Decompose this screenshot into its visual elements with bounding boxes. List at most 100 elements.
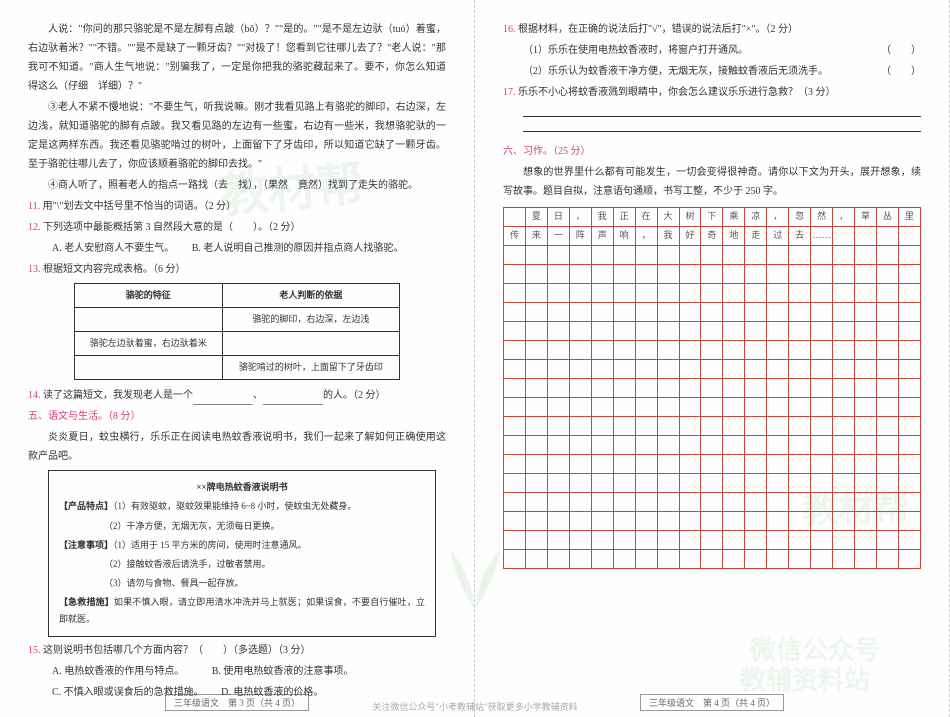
grid-cell[interactable] [811,474,833,493]
grid-cell[interactable] [569,246,591,265]
grid-cell[interactable] [504,322,526,341]
grid-cell[interactable]: 正 [613,208,635,227]
grid-cell[interactable] [613,436,635,455]
grid-cell[interactable] [679,265,701,284]
grid-cell[interactable] [657,398,679,417]
grid-cell[interactable] [701,284,723,303]
grid-cell[interactable] [657,265,679,284]
grid-cell[interactable] [811,246,833,265]
grid-cell[interactable] [811,398,833,417]
grid-cell[interactable] [525,436,547,455]
grid-cell[interactable] [767,455,789,474]
grid-cell[interactable] [767,474,789,493]
grid-cell[interactable] [547,284,569,303]
grid-cell[interactable] [504,208,526,227]
grid-cell[interactable] [525,284,547,303]
grid-cell[interactable] [723,550,745,569]
grid-cell[interactable] [723,341,745,360]
grid-cell[interactable] [613,550,635,569]
grid-cell[interactable] [855,227,877,246]
grid-cell[interactable] [635,398,657,417]
grid-cell[interactable] [657,455,679,474]
grid-cell[interactable] [723,265,745,284]
cell-r3c1[interactable] [74,356,222,380]
q15-opt-a[interactable]: A. 电热蚊香液的作用与特点。 [52,666,179,677]
grid-cell[interactable] [547,493,569,512]
grid-cell[interactable] [767,379,789,398]
q14-blank1[interactable] [193,395,253,405]
grid-cell[interactable] [701,322,723,341]
grid-cell[interactable] [745,531,767,550]
grid-cell[interactable] [811,493,833,512]
grid-cell[interactable] [679,550,701,569]
grid-cell[interactable] [745,246,767,265]
q15-opt-d[interactable]: D. 电热蚊香液的价格。 [221,687,323,698]
grid-cell[interactable] [789,246,811,265]
grid-cell[interactable] [504,550,526,569]
grid-cell[interactable] [679,341,701,360]
grid-cell[interactable] [855,360,877,379]
grid-cell[interactable] [701,512,723,531]
grid-cell[interactable] [898,474,920,493]
grid-cell[interactable] [569,341,591,360]
grid-cell[interactable] [833,360,855,379]
grid-cell[interactable] [525,379,547,398]
grid-cell[interactable] [789,417,811,436]
grid-cell[interactable] [547,436,569,455]
grid-cell[interactable] [569,474,591,493]
grid-cell[interactable] [569,455,591,474]
grid-cell[interactable] [504,398,526,417]
grid-cell[interactable] [591,436,613,455]
grid-cell[interactable] [723,474,745,493]
grid-cell[interactable] [613,417,635,436]
grid-cell[interactable] [613,265,635,284]
grid-cell[interactable] [833,531,855,550]
grid-cell[interactable] [789,398,811,417]
grid-cell[interactable] [525,246,547,265]
grid-cell[interactable] [745,398,767,417]
grid-cell[interactable] [833,227,855,246]
grid-cell[interactable] [898,322,920,341]
grid-cell[interactable] [811,265,833,284]
grid-cell[interactable] [504,512,526,531]
grid-cell[interactable]: 好 [679,227,701,246]
grid-cell[interactable] [876,265,898,284]
grid-cell[interactable] [547,455,569,474]
grid-cell[interactable] [591,493,613,512]
grid-cell[interactable] [745,436,767,455]
grid-cell[interactable] [591,531,613,550]
grid-cell[interactable] [635,322,657,341]
grid-cell[interactable]: …… [811,227,833,246]
grid-cell[interactable]: 我 [657,227,679,246]
grid-cell[interactable] [789,531,811,550]
grid-cell[interactable] [504,265,526,284]
grid-cell[interactable] [679,531,701,550]
grid-cell[interactable] [876,531,898,550]
grid-cell[interactable] [635,360,657,379]
grid-cell[interactable] [504,474,526,493]
grid-cell[interactable] [833,265,855,284]
grid-cell[interactable] [789,493,811,512]
grid-cell[interactable] [547,322,569,341]
grid-cell[interactable] [591,398,613,417]
grid-cell[interactable] [525,303,547,322]
grid-cell[interactable] [898,379,920,398]
grid-cell[interactable] [898,493,920,512]
grid-cell[interactable] [745,379,767,398]
grid-cell[interactable] [635,512,657,531]
grid-cell[interactable] [789,512,811,531]
grid-cell[interactable] [679,398,701,417]
grid-cell[interactable] [789,265,811,284]
grid-cell[interactable] [657,284,679,303]
grid-cell[interactable] [855,436,877,455]
grid-cell[interactable]: 夏 [525,208,547,227]
grid-cell[interactable] [657,550,679,569]
q15-opt-c[interactable]: C. 不慎入眼或误食后的急救措施。 [52,687,199,698]
grid-cell[interactable] [833,284,855,303]
grid-cell[interactable] [525,512,547,531]
grid-cell[interactable] [811,417,833,436]
grid-cell[interactable] [811,550,833,569]
grid-cell[interactable] [569,398,591,417]
grid-cell[interactable] [855,265,877,284]
grid-cell[interactable] [745,550,767,569]
